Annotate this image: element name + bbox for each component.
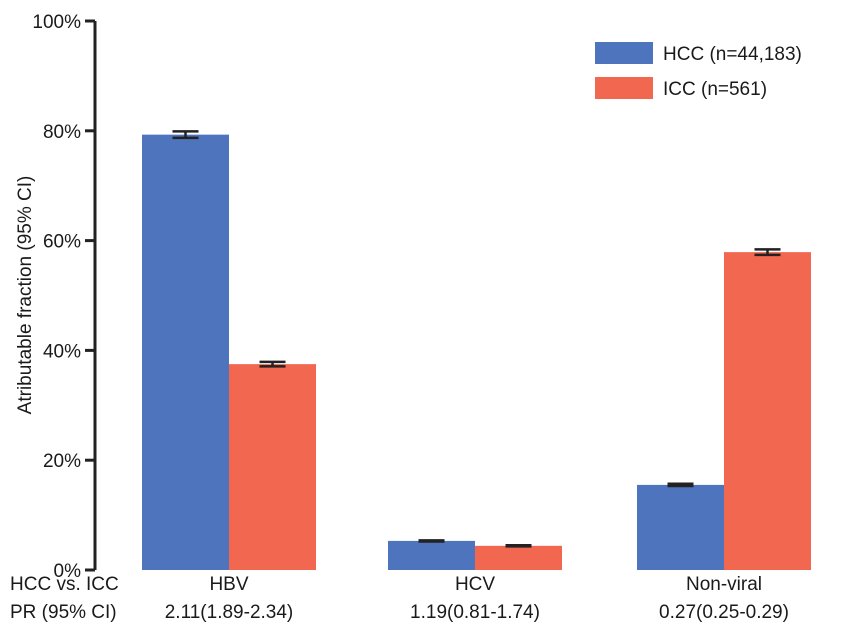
category-label: HBV — [209, 574, 248, 595]
bars — [142, 134, 811, 570]
bar-hcc-hbv — [142, 134, 229, 570]
y-tick-label: 60% — [43, 232, 81, 253]
legend: HCC (n=44,183) ICC (n=561) — [595, 42, 802, 100]
row-label: HCC vs. ICC — [10, 574, 119, 595]
legend-label: ICC (n=561) — [663, 79, 767, 100]
x-axis-labels: HCC vs. ICC PR (95% CI) HBV 2.11(1.89-2.34)… — [10, 574, 789, 623]
bar-icc-hcv — [475, 545, 562, 570]
pr-value-label: 0.27(0.25-0.29) — [659, 602, 789, 623]
legend-swatch — [595, 42, 653, 64]
bar-icc-non-viral — [724, 252, 811, 570]
row-label: PR (95% CI) — [10, 602, 117, 623]
pr-value-label: 1.19(0.81-1.74) — [410, 602, 540, 623]
y-axis-title: Atributable fraction (95% CI) — [15, 176, 36, 415]
error-bars — [172, 130, 781, 548]
pr-value-label: 2.11(1.89-2.34) — [165, 602, 294, 623]
legend-swatch — [595, 77, 653, 99]
y-tick-label: 100% — [32, 12, 81, 33]
y-tick-label: 40% — [43, 341, 81, 362]
y-tick-label: 80% — [43, 122, 81, 143]
y-tick-label: 20% — [43, 451, 81, 472]
y-tick-label: 0% — [54, 561, 82, 582]
bar-hcc-hcv — [388, 540, 475, 570]
bar-hcc-non-viral — [637, 484, 724, 570]
category-label: HCV — [455, 574, 495, 595]
y-axis: 0% 20% 40% 60% 80% 100% — [32, 12, 97, 582]
legend-label: HCC (n=44,183) — [663, 44, 802, 65]
bar-icc-hbv — [229, 364, 316, 570]
category-label: Non-viral — [686, 574, 762, 595]
